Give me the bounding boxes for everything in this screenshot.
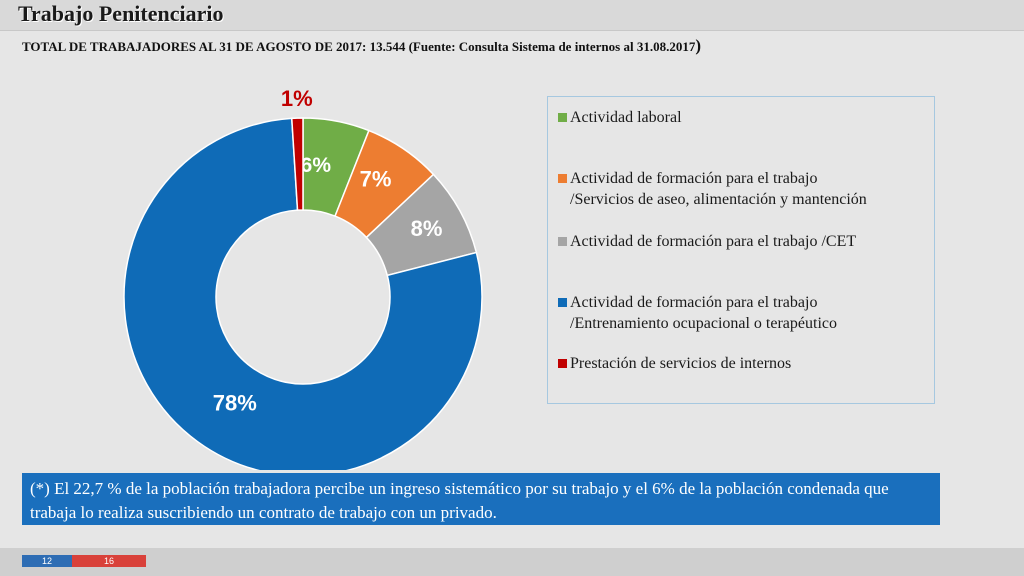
- subtitle-text: TOTAL DE TRABAJADORES AL 31 DE AGOSTO DE…: [22, 39, 696, 54]
- legend-label: Actividad de formación para el trabajo /…: [570, 233, 857, 250]
- legend-item-cet: Actividad de formación para el trabajo /…: [558, 231, 930, 252]
- page-title: Trabajo Penitenciario: [18, 1, 224, 26]
- legend-swatch: [558, 113, 567, 122]
- legend-swatch: [558, 298, 567, 307]
- chart-subtitle: TOTAL DE TRABAJADORES AL 31 DE AGOSTO DE…: [22, 36, 701, 56]
- legend-label: Actividad laboral: [570, 109, 682, 126]
- slice-data-label: 1%: [281, 86, 313, 111]
- legend-label: Actividad de formación para el trabajo: [570, 294, 818, 311]
- slice-data-label: 78%: [213, 390, 257, 415]
- legend-label: Actividad de formación para el trabajo: [570, 170, 818, 187]
- slice-data-label: 8%: [411, 216, 443, 241]
- page-number-total: 16: [72, 555, 146, 567]
- legend-swatch: [558, 237, 567, 246]
- footer-bar: [0, 548, 1024, 576]
- subtitle-close-paren: ): [695, 36, 701, 55]
- legend-item-actividad-laboral: Actividad laboral: [558, 107, 930, 128]
- legend-label-line2: /Servicios de aseo, alimentación y mante…: [570, 191, 867, 208]
- donut-chart: 6% 7% 8% 78% 1%: [123, 86, 483, 470]
- slice-data-label: 7%: [360, 166, 392, 191]
- donut-slice: [123, 117, 483, 470]
- legend-item-servicios-aseo: Actividad de formación para el trabajo /…: [558, 168, 930, 210]
- legend-swatch: [558, 359, 567, 368]
- chart-legend: Actividad laboral Actividad de formación…: [547, 96, 935, 404]
- legend-label-line2: /Entrenamiento ocupacional o terapéutico: [570, 315, 837, 332]
- legend-item-entrenamiento: Actividad de formación para el trabajo /…: [558, 292, 930, 334]
- footnote-box: (*) El 22,7 % de la población trabajador…: [22, 473, 940, 525]
- legend-label: Prestación de servicios de internos: [570, 355, 792, 372]
- slice-data-label: 6%: [301, 154, 332, 177]
- legend-swatch: [558, 174, 567, 183]
- legend-item-prestacion: Prestación de servicios de internos: [558, 353, 930, 374]
- title-bar: Trabajo Penitenciario: [0, 0, 1024, 31]
- donut-slice: [290, 117, 304, 211]
- page-number-current: 12: [22, 555, 72, 567]
